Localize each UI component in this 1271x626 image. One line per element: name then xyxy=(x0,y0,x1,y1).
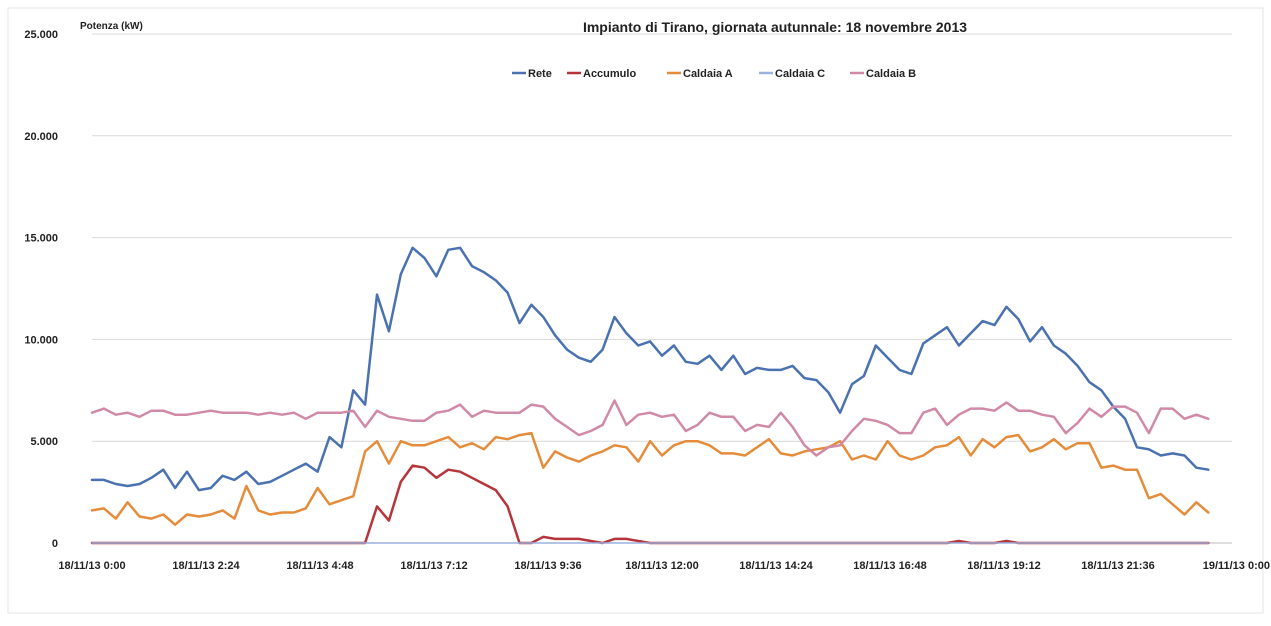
series-line-caldaia-b xyxy=(90,399,1210,457)
y-axis-label: Potenza (kW) xyxy=(80,21,143,32)
series-lines xyxy=(90,246,1210,545)
series-line-rete xyxy=(90,246,1210,492)
x-tick-label: 18/11/13 12:00 xyxy=(625,560,698,572)
y-tick-label: 5.000 xyxy=(30,436,58,448)
chart-title: Impianto di Tirano, giornata autunnale: … xyxy=(583,19,967,35)
y-tick-label: 25.000 xyxy=(24,29,58,41)
x-tick-label: 18/11/13 2:24 xyxy=(172,560,240,572)
legend-label-caldaia-c: Caldaia C xyxy=(775,68,825,80)
y-tick-label: 20.000 xyxy=(24,131,58,143)
x-tick-label: 18/11/13 4:48 xyxy=(286,560,353,572)
x-tick-label: 18/11/13 9:36 xyxy=(514,560,581,572)
axes: 0 5.000 10.000 15.000 20.000 25.000 18/11/13 0… xyxy=(24,29,1270,572)
gridlines xyxy=(92,33,1232,442)
x-tick-label: 18/11/13 7:12 xyxy=(400,560,467,572)
legend-label-caldaia-b: Caldaia B xyxy=(866,68,916,80)
x-tick-label: 18/11/13 14:24 xyxy=(739,560,813,572)
series-line-caldaia-a xyxy=(90,431,1210,526)
chart-border xyxy=(7,7,1264,614)
y-tick-label: 15.000 xyxy=(24,233,58,245)
legend-label-accumulo: Accumulo xyxy=(583,68,636,80)
legend: Rete Accumulo Caldaia A Caldaia C Caldaia B xyxy=(512,68,916,80)
x-tick-label: 19/11/13 0:00 xyxy=(1203,560,1270,572)
x-tick-label: 18/11/13 0:00 xyxy=(58,560,125,572)
legend-label-caldaia-a: Caldaia A xyxy=(683,68,733,80)
x-tick-label: 18/11/13 21:36 xyxy=(1081,560,1154,572)
series-line-accumulo xyxy=(90,464,1210,545)
y-tick-label: 10.000 xyxy=(24,334,58,346)
x-tick-label: 18/11/13 19:12 xyxy=(967,560,1040,572)
x-tick-label: 18/11/13 16:48 xyxy=(853,560,926,572)
y-tick-label: 0 xyxy=(52,538,58,550)
legend-label-rete: Rete xyxy=(528,68,552,80)
